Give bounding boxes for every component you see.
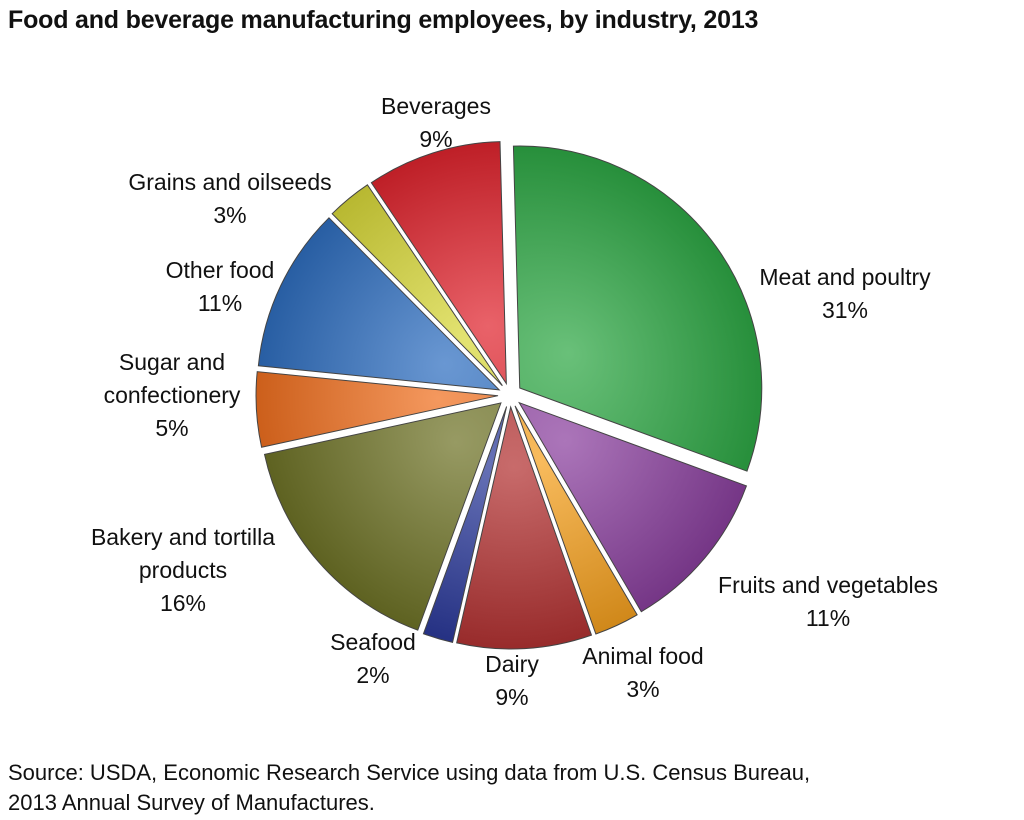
slice-label-7: Other food 11% <box>166 257 275 316</box>
pie-slice-4 <box>422 406 508 643</box>
slice-category-label: Animal food <box>582 643 703 669</box>
slice-value-label: 3% <box>626 676 659 702</box>
slice-value-label: 2% <box>356 662 389 688</box>
slice-value-label: 31% <box>822 297 868 323</box>
slice-label-5: Bakery and tortilla products 16% <box>91 524 275 616</box>
slice-category-label: products <box>139 557 227 583</box>
slice-label-6: Sugar and confectionery 5% <box>104 349 241 441</box>
slice-value-label: 5% <box>155 415 188 441</box>
slice-label-9: Beverages 9% <box>381 93 491 152</box>
slice-value-label: 9% <box>495 684 528 710</box>
slice-category-label: Seafood <box>330 629 416 655</box>
slice-label-0: Meat and poultry 31% <box>759 264 931 323</box>
pie-slice-3 <box>456 405 593 650</box>
slice-category-label: Grains and oilseeds <box>128 169 331 195</box>
pie-slice-6 <box>255 371 499 448</box>
slice-category-label: confectionery <box>104 382 241 408</box>
slice-label-3: Dairy 9% <box>485 651 539 710</box>
slice-value-label: 9% <box>419 126 452 152</box>
pie-slice-7 <box>257 217 501 391</box>
source-line-2: 2013 Annual Survey of Manufactures. <box>8 790 375 815</box>
pie-slice-2 <box>514 405 638 635</box>
pie-slices <box>255 141 763 650</box>
slice-category-label: Beverages <box>381 93 491 119</box>
chart-title: Food and beverage manufacturing employee… <box>8 6 759 34</box>
slice-label-2: Animal food 3% <box>582 643 703 702</box>
pie-slice-0 <box>512 145 763 472</box>
slice-value-label: 11% <box>198 290 242 316</box>
slice-label-1: Fruits and vegetables 11% <box>718 572 938 631</box>
slice-category-label: Fruits and vegetables <box>718 572 938 598</box>
pie-slice-9 <box>370 141 507 386</box>
pie-slice-8 <box>331 184 503 387</box>
slice-category-label: Other food <box>166 257 275 283</box>
slice-value-label: 11% <box>806 605 850 631</box>
pie-slice-1 <box>518 401 748 613</box>
slice-category-label: Sugar and <box>119 349 225 375</box>
slice-category-label: Dairy <box>485 651 539 677</box>
slice-category-label: Meat and poultry <box>759 264 931 290</box>
source-line-1: Source: USDA, Economic Research Service … <box>8 760 811 785</box>
pie-slice-5 <box>263 402 502 631</box>
source-note: Source: USDA, Economic Research Service … <box>8 758 1008 818</box>
pie-labels: Meat and poultry 31% Fruits and vegetables… <box>91 93 938 710</box>
slice-value-label: 16% <box>160 590 206 616</box>
slice-label-4: Seafood 2% <box>330 629 416 688</box>
slice-category-label: Bakery and tortilla <box>91 524 275 550</box>
slice-value-label: 3% <box>213 202 246 228</box>
slice-label-8: Grains and oilseeds 3% <box>128 169 331 228</box>
